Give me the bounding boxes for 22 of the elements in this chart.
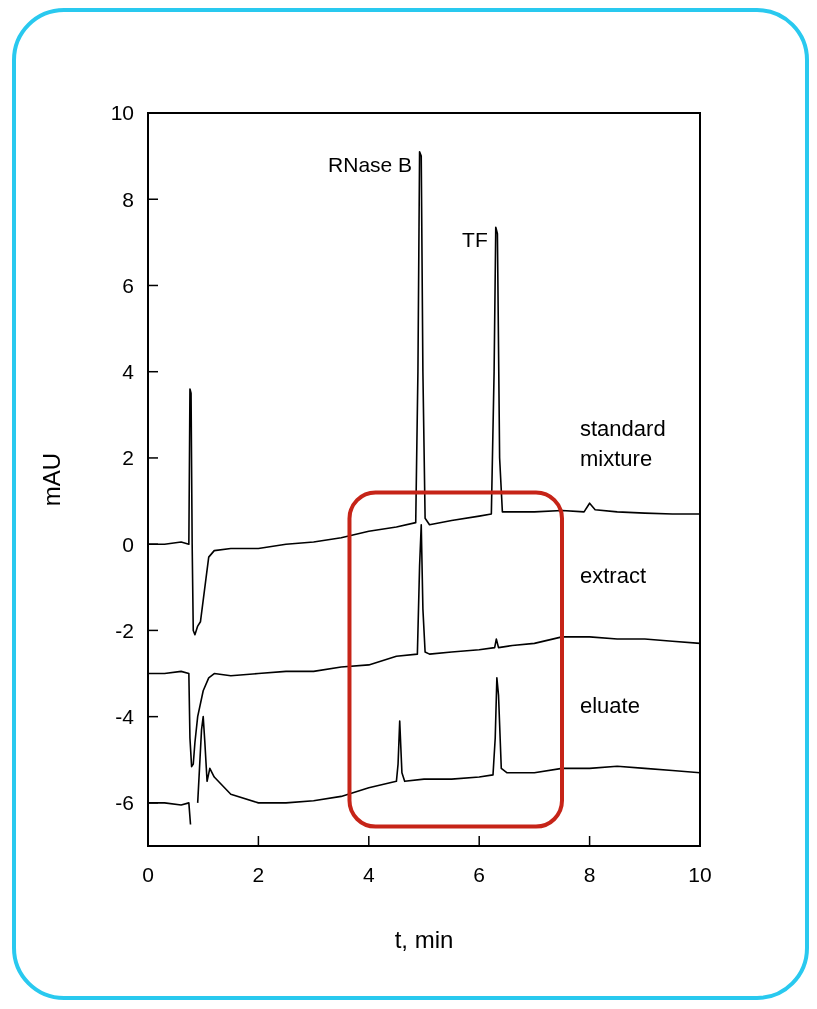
y-tick-label: -4: [115, 705, 135, 728]
text: eluate: [580, 692, 640, 718]
series-label: standard mixture: [580, 415, 666, 471]
y-tick-label: 4: [122, 360, 135, 384]
y-tick-label: 6: [122, 273, 134, 297]
x-tick-label: 6: [473, 863, 486, 886]
y-tick-label: -6: [115, 791, 134, 815]
annotation: RNase B: [328, 152, 413, 176]
x-tick-label: 0: [142, 863, 154, 886]
y-tick-label: 0: [122, 532, 134, 556]
y-axis-title: mAU: [38, 452, 65, 507]
x-tick-label: 4: [362, 863, 375, 886]
x-tick-label: 10: [688, 863, 712, 886]
text: extract: [580, 563, 647, 589]
x-axis-title: t, min: [394, 926, 454, 953]
y-tick-label: -2: [115, 618, 134, 642]
y-tick-label: 10: [110, 101, 134, 125]
annotation: TF: [462, 228, 488, 252]
x-tick-label: 2: [252, 863, 265, 886]
y-tick-label: 2: [122, 446, 134, 470]
y-tick-label: 8: [122, 187, 134, 211]
x-tick-label: 8: [583, 863, 596, 886]
